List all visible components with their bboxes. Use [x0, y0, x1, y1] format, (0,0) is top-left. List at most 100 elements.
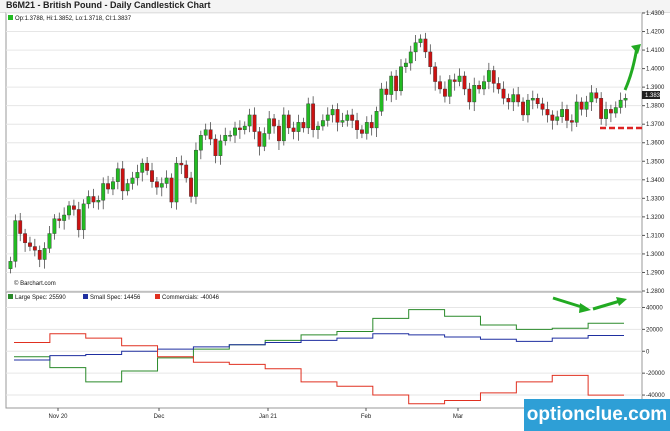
price-tick-label: 1.2800 — [646, 289, 665, 295]
candle-up — [555, 116, 560, 121]
price-axis: 1.2800 1.2900 1.3000 1.3100 1.3200 1.3300 1.34… — [642, 11, 665, 295]
candle-down — [184, 164, 189, 179]
candle-down — [545, 109, 550, 116]
candle-down — [443, 88, 447, 97]
candle-up — [233, 127, 237, 136]
small-spec-line — [14, 333, 624, 361]
price-tick-label: 1.3000 — [646, 252, 665, 258]
candle-down — [120, 168, 125, 192]
upward-arrow-head — [631, 44, 641, 54]
candle-down — [150, 170, 154, 182]
candle-up — [330, 109, 335, 116]
ohlc-legend: Op:1.3788, Hi:1.3852, Lo:1.3718, Cl:1.38… — [15, 16, 132, 22]
candle-down — [540, 103, 545, 110]
watermark-logo: optionclue.com — [524, 399, 670, 431]
candle-up — [281, 114, 286, 142]
candle-up — [482, 81, 486, 90]
candle-down — [208, 129, 213, 140]
price-tick-label: 1.3300 — [646, 196, 665, 202]
candle-down — [516, 94, 521, 103]
candle-up — [159, 183, 164, 188]
candle-up — [13, 220, 18, 262]
candle-down — [71, 205, 76, 210]
candle-down — [452, 79, 457, 82]
candle-up — [584, 101, 589, 110]
last-price-badge — [642, 91, 660, 99]
price-tick-label: 1.3800 — [646, 104, 665, 110]
candle-up — [218, 140, 223, 156]
cot-tick-label: 40000 — [646, 305, 663, 311]
candle-up — [47, 233, 52, 249]
candle-down — [467, 88, 472, 103]
candle-down — [594, 92, 599, 99]
price-gridlines — [6, 12, 642, 292]
commercials-legend: Commercials: -40046 — [162, 295, 220, 301]
price-tick-label: 1.3700 — [646, 122, 665, 128]
price-tick-label: 1.3500 — [646, 159, 665, 165]
candle-up — [403, 62, 408, 67]
cot-tick-label: 0 — [646, 349, 650, 355]
candle-down — [428, 51, 433, 67]
candle-up — [67, 205, 71, 216]
candle-down — [433, 66, 438, 82]
candle-down — [521, 101, 525, 116]
date-tick-label: Dec — [154, 414, 165, 420]
large-spec-swatch — [8, 294, 13, 299]
cot-axis: 40000 20000 0 -20000 -40000 — [642, 305, 665, 399]
candle-up — [604, 109, 608, 119]
candle-up — [345, 114, 350, 121]
candlestick-series — [8, 32, 628, 274]
candle-up — [399, 66, 403, 92]
date-tick-label: Mar — [453, 414, 463, 420]
candle-up — [81, 203, 86, 231]
cot-panel — [5, 291, 643, 409]
candle-up — [320, 120, 325, 127]
date-tick-label: Jan 21 — [259, 414, 278, 420]
candle-up — [379, 88, 384, 112]
candle-down — [550, 114, 555, 121]
candle-down — [76, 209, 81, 231]
candle-up — [472, 85, 477, 103]
candle-up — [560, 109, 565, 117]
candle-down — [277, 125, 281, 142]
candle-up — [198, 135, 203, 151]
candle-down — [106, 183, 110, 190]
candle-down — [18, 220, 23, 234]
candle-up — [86, 196, 91, 205]
candle-up — [223, 135, 228, 142]
candle-up — [130, 177, 135, 184]
candle-down — [57, 218, 62, 221]
candle-down — [272, 118, 276, 127]
candle-down — [438, 81, 442, 90]
price-tick-label: 1.2900 — [646, 270, 665, 276]
cot-tick-label: -40000 — [646, 393, 665, 399]
candle-up — [374, 111, 379, 129]
candle-down — [257, 131, 262, 147]
candle-down — [496, 83, 501, 90]
candle-up — [613, 107, 618, 114]
candle-down — [145, 162, 150, 171]
candle-down — [462, 75, 467, 90]
candle-up — [447, 79, 452, 97]
cot-tick-label: 20000 — [646, 327, 663, 333]
date-tick-label: Nov 20 — [48, 414, 68, 420]
candle-down — [360, 129, 364, 134]
candle-down — [565, 109, 569, 121]
candle-down — [213, 138, 218, 156]
candle-up — [511, 94, 516, 103]
candle-down — [569, 120, 574, 123]
candle-up — [111, 181, 115, 190]
candle-up — [52, 218, 57, 234]
candle-up — [115, 168, 120, 182]
candle-up — [486, 70, 491, 82]
candle-down — [189, 177, 193, 197]
candle-up — [140, 162, 145, 173]
candle-up — [194, 149, 198, 197]
candle-up — [316, 125, 320, 130]
candle-up — [242, 125, 247, 130]
cot-tick-label: -20000 — [646, 371, 665, 377]
candle-down — [355, 120, 359, 130]
candle-up — [530, 98, 535, 101]
candle-up — [408, 51, 413, 64]
candle-down — [301, 122, 306, 129]
